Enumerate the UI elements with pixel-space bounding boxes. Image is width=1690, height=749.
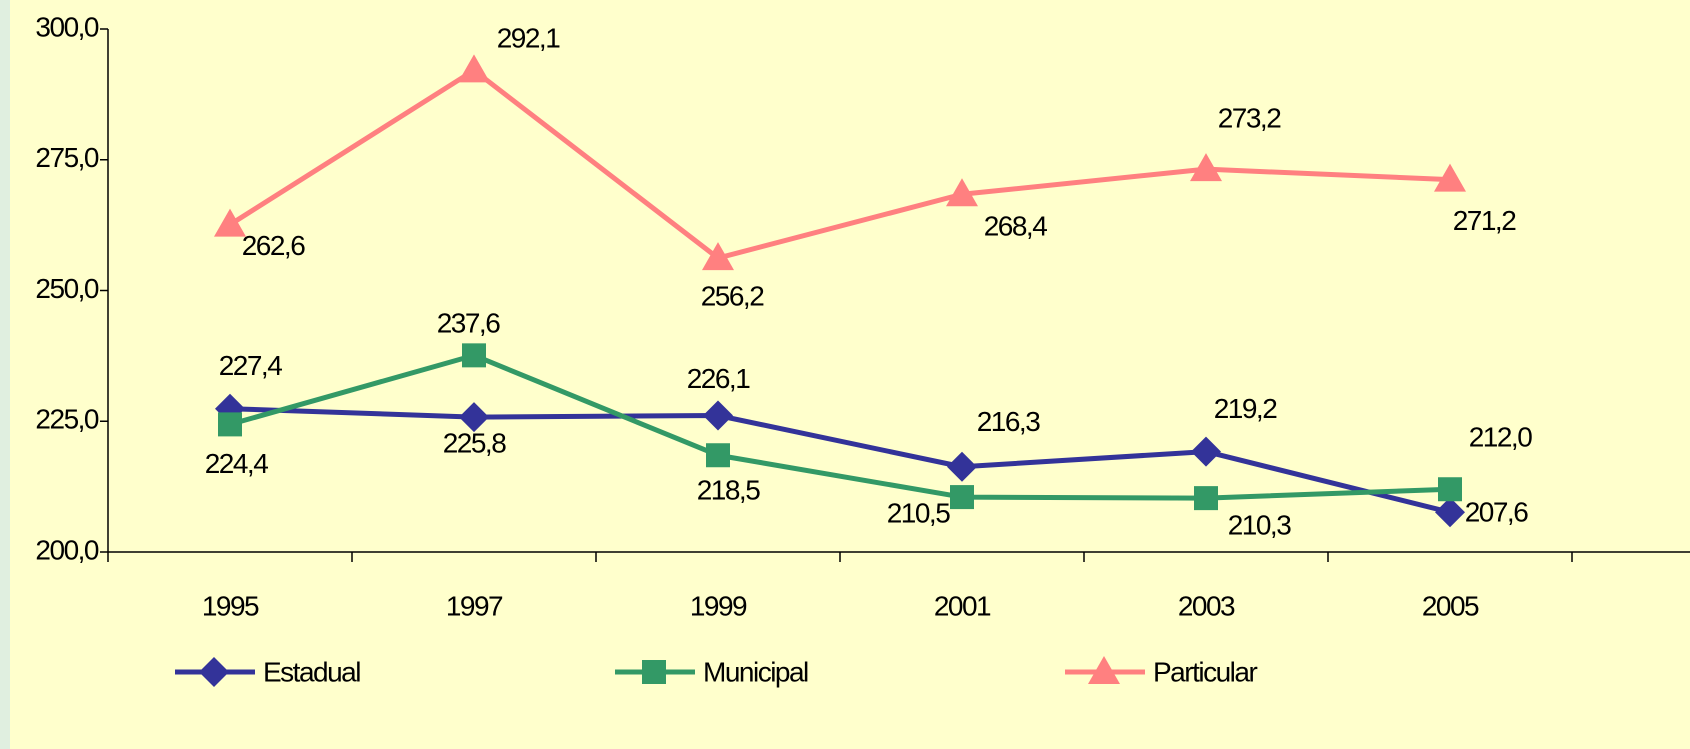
point <box>458 54 490 83</box>
series-line <box>229 406 1451 515</box>
legend-marker <box>199 657 229 687</box>
data-label: 262,6 <box>242 230 305 261</box>
x-tick-label: 2003 <box>1178 590 1235 621</box>
data-label: 271,2 <box>1453 205 1516 236</box>
x-tick-label: 2005 <box>1422 590 1479 621</box>
point <box>1190 153 1222 182</box>
data-label: 219,2 <box>1214 393 1277 424</box>
point <box>1438 477 1462 502</box>
point <box>702 242 734 271</box>
data-label: 212,0 <box>1469 422 1532 453</box>
data-label: 210,5 <box>887 497 950 528</box>
point <box>1434 163 1466 192</box>
point <box>703 400 733 431</box>
series-line <box>229 352 1451 501</box>
data-label: 216,3 <box>977 406 1040 437</box>
legend-label: Estadual <box>263 656 360 687</box>
left-strip <box>0 0 10 749</box>
point <box>214 208 246 237</box>
data-label: 224,4 <box>205 448 268 479</box>
y-tick-label: 275,0 <box>35 142 98 173</box>
data-label: 210,3 <box>1228 510 1291 541</box>
data-label: 292,1 <box>497 23 560 54</box>
data-label: 273,2 <box>1218 103 1281 134</box>
x-tick-label: 1995 <box>202 590 259 621</box>
point <box>1194 486 1218 511</box>
data-label: 268,4 <box>984 211 1047 242</box>
y-tick-label: 300,0 <box>35 11 98 42</box>
point <box>218 412 242 437</box>
y-tick-label: 225,0 <box>35 404 98 435</box>
x-tick-label: 2001 <box>934 590 991 621</box>
data-label: 207,6 <box>1465 497 1528 528</box>
x-tick-label: 1997 <box>446 590 503 621</box>
legend-label: Particular <box>1153 656 1257 687</box>
point <box>947 451 977 482</box>
data-label: 226,1 <box>687 363 750 394</box>
point <box>946 178 978 207</box>
data-label: 237,6 <box>437 308 500 339</box>
legend-marker <box>642 660 666 684</box>
point <box>706 443 730 468</box>
point <box>950 485 974 510</box>
data-label: 218,5 <box>697 475 760 506</box>
y-tick-label: 200,0 <box>35 534 98 565</box>
point <box>459 402 489 433</box>
x-tick-label: 1999 <box>690 590 747 621</box>
point <box>1435 497 1465 528</box>
point <box>462 343 486 368</box>
series-line <box>228 67 1451 261</box>
legend-marker <box>1088 656 1120 684</box>
data-label: 225,8 <box>443 427 506 458</box>
data-label: 256,2 <box>701 280 764 311</box>
data-label: 227,4 <box>219 350 282 381</box>
point <box>1191 436 1221 467</box>
legend-label: Municipal <box>703 656 808 687</box>
y-tick-label: 250,0 <box>35 273 98 304</box>
